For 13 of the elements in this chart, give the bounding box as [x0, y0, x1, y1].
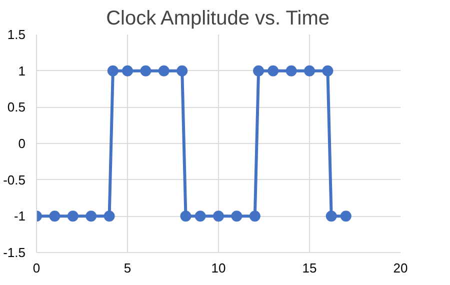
y-tick-label: 0.5	[7, 100, 26, 115]
y-tick-label: 1	[18, 63, 26, 78]
x-tick-label: 10	[211, 260, 226, 276]
x-tick-label: 20	[393, 260, 408, 276]
x-tick-label: 5	[124, 260, 132, 276]
y-tick-label: 0	[18, 136, 26, 151]
x-tick-label: 0	[32, 260, 40, 276]
y-tick-label: 1.5	[7, 27, 26, 42]
y-tick-label: -0.5	[3, 172, 26, 188]
x-tick-label: 15	[302, 260, 317, 276]
chart-title: Clock Amplitude vs. Time	[106, 8, 330, 30]
y-tick-label: -1	[14, 208, 26, 224]
y-tick-label: -1.5	[3, 245, 26, 260]
